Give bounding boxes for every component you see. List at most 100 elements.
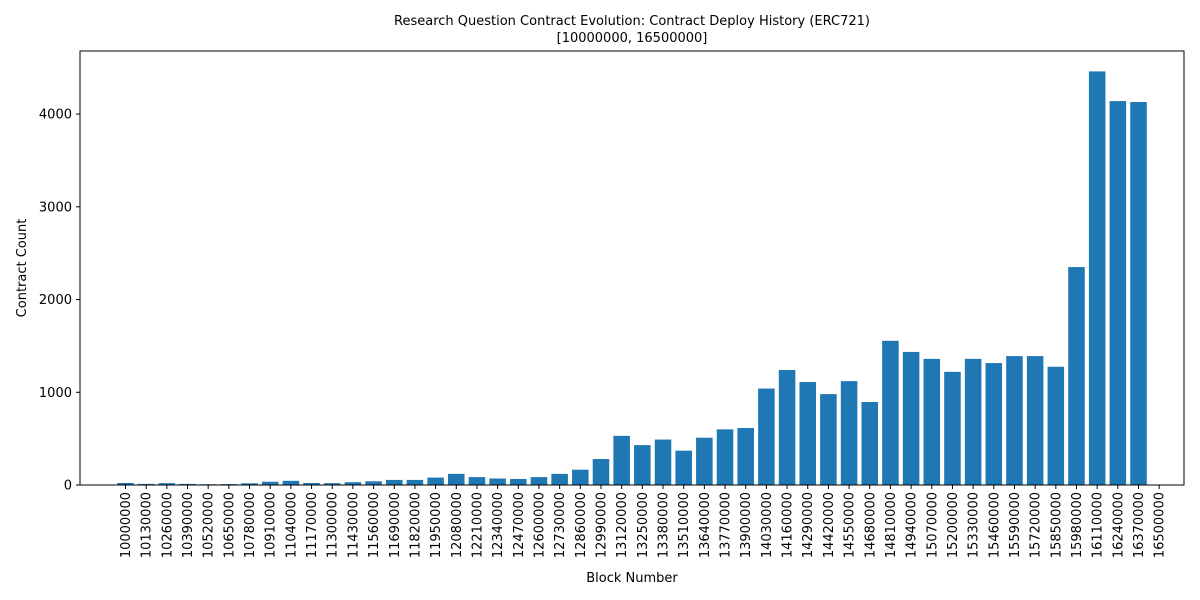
bar-45 — [1047, 366, 1065, 485]
chart-subtitle: [10000000, 16500000] — [557, 31, 708, 46]
bar-24 — [613, 435, 630, 485]
x-tick-label-16: 12080000 — [450, 492, 465, 558]
bar-12 — [365, 481, 382, 485]
x-tick-label-33: 14290000 — [801, 492, 816, 558]
plot-frame — [79, 50, 1185, 486]
x-tick-label-11: 11430000 — [346, 492, 361, 558]
x-tick-label-21: 12730000 — [553, 492, 568, 558]
bar-48 — [1109, 101, 1127, 485]
x-tick-label-0: 10000000 — [119, 492, 134, 558]
bars-group — [117, 71, 1147, 486]
x-tick-label-23: 12990000 — [594, 492, 609, 558]
x-tick-label-49: 16370000 — [1132, 492, 1147, 558]
y-tick-label-0: 0 — [64, 479, 72, 494]
x-tick-label-40: 15200000 — [946, 492, 961, 558]
bar-43 — [1006, 356, 1023, 485]
x-tick-label-14: 11820000 — [408, 492, 423, 558]
bar-39 — [923, 358, 941, 485]
y-tick-label-4: 4000 — [39, 108, 72, 123]
x-tick-label-37: 14810000 — [884, 492, 899, 558]
bar-2 — [158, 483, 176, 485]
bar-20 — [530, 477, 548, 485]
x-tick-label-17: 12210000 — [470, 492, 485, 558]
x-tick-label-44: 15720000 — [1029, 492, 1044, 558]
x-tick-label-2: 10260000 — [160, 492, 175, 558]
x-tick-label-12: 11560000 — [367, 492, 382, 558]
x-tick-label-48: 16240000 — [1111, 492, 1126, 558]
x-tick-label-39: 15070000 — [925, 492, 940, 558]
bar-41 — [964, 358, 982, 485]
bar-49 — [1130, 102, 1147, 485]
x-tick-label-20: 12600000 — [532, 492, 547, 558]
bar-15 — [427, 477, 444, 485]
bar-23 — [592, 459, 610, 485]
bar-7 — [261, 481, 279, 485]
x-tick-label-25: 13250000 — [636, 492, 651, 558]
bar-33 — [799, 382, 816, 485]
bar-47 — [1088, 71, 1106, 486]
x-tick-label-28: 13640000 — [698, 492, 713, 558]
x-tick-label-47: 16110000 — [1091, 492, 1106, 558]
x-tick-label-3: 10390000 — [181, 492, 196, 558]
bar-11 — [344, 482, 362, 485]
bar-10 — [323, 483, 341, 485]
x-tick-label-38: 14940000 — [905, 492, 920, 558]
bar-40 — [944, 371, 961, 485]
x-tick-label-24: 13120000 — [615, 492, 630, 558]
x-tick-label-6: 10780000 — [243, 492, 258, 558]
x-tick-label-27: 13510000 — [677, 492, 692, 558]
x-tick-label-32: 14160000 — [781, 492, 796, 558]
y-axis: 0 1000 2000 3000 4000 — [39, 108, 80, 494]
bar-31 — [758, 388, 775, 485]
x-tick-label-7: 10910000 — [264, 492, 279, 558]
y-tick-label-2: 2000 — [39, 293, 72, 308]
bar-18 — [489, 478, 506, 485]
bar-37 — [882, 340, 899, 485]
bar-30 — [737, 427, 754, 485]
x-tick-label-34: 14420000 — [822, 492, 837, 558]
y-axis-label: Contract Count — [15, 219, 30, 318]
bar-14 — [406, 479, 424, 485]
bar-38 — [902, 351, 920, 485]
bar-26 — [654, 439, 672, 485]
x-tick-label-45: 15850000 — [1049, 492, 1064, 558]
x-axis-label: Block Number — [586, 571, 678, 586]
x-tick-label-5: 10650000 — [222, 492, 237, 558]
x-tick-label-31: 14030000 — [760, 492, 775, 558]
x-tick-label-29: 13770000 — [719, 492, 734, 558]
bar-28 — [696, 437, 713, 485]
x-tick-label-10: 11300000 — [326, 492, 341, 558]
x-tick-label-41: 15330000 — [967, 492, 982, 558]
x-tick-label-8: 11040000 — [284, 492, 299, 558]
x-tick-label-42: 15460000 — [987, 492, 1002, 558]
x-tick-label-1: 10130000 — [140, 492, 155, 558]
chart-title: Research Question Contract Evolution: Co… — [394, 14, 870, 29]
bar-17 — [468, 477, 486, 485]
x-tick-label-13: 11690000 — [388, 492, 403, 558]
x-tick-label-9: 11170000 — [305, 492, 320, 558]
bar-9 — [303, 482, 320, 485]
bar-0 — [117, 482, 134, 485]
x-tick-label-30: 13900000 — [739, 492, 754, 558]
x-tick-label-43: 15590000 — [1008, 492, 1023, 558]
bar-19 — [510, 478, 527, 485]
x-tick-label-4: 10520000 — [202, 492, 217, 558]
x-tick-label-22: 12860000 — [574, 492, 589, 558]
bar-32 — [778, 370, 796, 485]
bar-42 — [985, 363, 1003, 485]
bar-21 — [551, 473, 568, 485]
bar-13 — [385, 479, 403, 485]
x-tick-label-26: 13380000 — [657, 492, 672, 558]
x-tick-label-36: 14680000 — [863, 492, 878, 558]
bar-25 — [634, 445, 651, 485]
bar-35 — [840, 381, 858, 485]
bar-3 — [179, 483, 196, 485]
x-axis: 10000000 10130000 10260000 10390000 10520000… — [119, 485, 1168, 558]
bar-44 — [1026, 356, 1044, 485]
x-tick-label-35: 14550000 — [843, 492, 858, 558]
bar-29 — [716, 429, 734, 485]
x-tick-label-19: 12470000 — [512, 492, 527, 558]
y-tick-label-1: 1000 — [39, 386, 72, 401]
bar-1 — [137, 483, 155, 485]
